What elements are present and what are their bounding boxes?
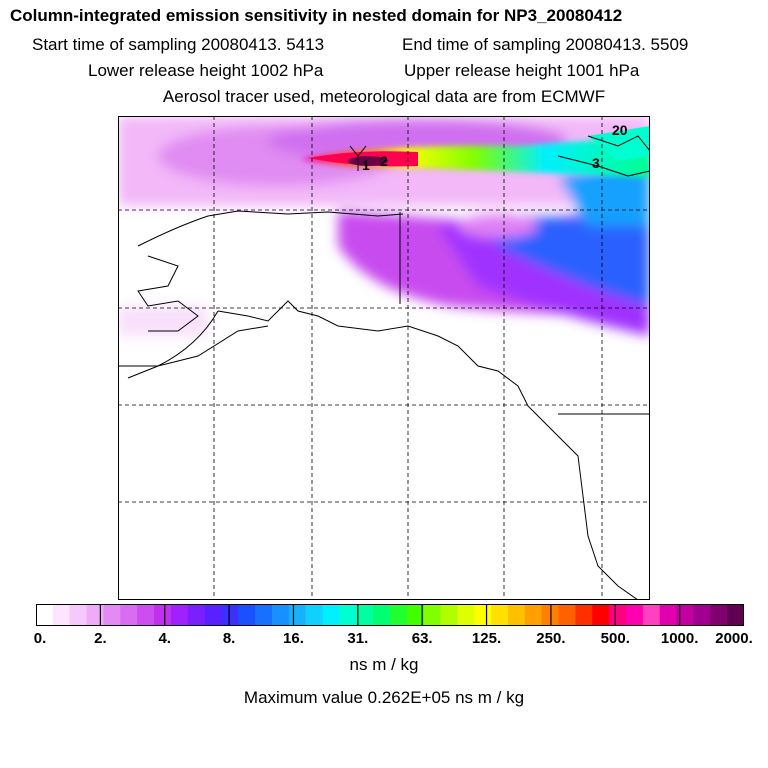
map-frame xyxy=(118,116,650,600)
units-label: ns m / kg xyxy=(349,655,419,674)
colorbar-swatch xyxy=(238,604,256,626)
colorbar-swatch xyxy=(457,604,475,626)
colorbar-swatch xyxy=(322,604,340,626)
colorbar-tick-label: 63. xyxy=(411,630,433,647)
map-label-2: 2 xyxy=(380,153,388,169)
colorbar-tick-label: 125. xyxy=(471,630,502,647)
colorbar-tick-label: 4. xyxy=(158,630,171,647)
colorbar-swatch xyxy=(642,604,661,626)
end-time-label: End time of sampling 20080413. 5509 xyxy=(402,35,689,54)
colorbar-swatch xyxy=(558,604,576,626)
start-time-label: Start time of sampling 20080413. 5413 xyxy=(32,35,325,54)
colorbar-swatch xyxy=(255,604,273,626)
colorbar-swatch xyxy=(221,604,239,626)
colorbar-frame xyxy=(36,604,744,626)
lat-lon-grid xyxy=(118,116,650,600)
colorbar-swatch xyxy=(137,604,155,626)
colorbar-swatch xyxy=(727,604,744,626)
colorbar-tick-label: 1000. xyxy=(660,630,699,647)
colorbar-swatch xyxy=(272,604,290,626)
colorbar-swatch xyxy=(423,604,442,626)
tracer-note: Aerosol tracer used, meteorological data… xyxy=(162,87,606,106)
colorbar-swatch xyxy=(659,604,678,626)
colorbar-swatch xyxy=(52,604,71,626)
colorbar-swatch xyxy=(356,604,374,626)
colorbar-swatch xyxy=(474,604,492,626)
colorbar-tick-label: 500. xyxy=(600,630,630,647)
sensitivity-map: 1 2 3 20 xyxy=(118,116,650,600)
colorbar-swatch xyxy=(36,604,54,626)
lower-release-label: Lower release height 1002 hPa xyxy=(88,61,324,80)
emission-plume xyxy=(300,126,650,178)
colorbar-tick-label: 0. xyxy=(33,630,47,647)
plot-title: Column-integrated emission sensitivity i… xyxy=(10,6,623,25)
colorbar-swatch xyxy=(626,604,644,626)
colorbar-swatch xyxy=(154,604,172,626)
colorbar-swatch xyxy=(609,604,627,626)
colorbar-swatch xyxy=(339,604,357,626)
colorbar-swatch xyxy=(693,604,711,626)
colorbar-swatch xyxy=(170,604,189,626)
colorbar-swatch xyxy=(373,604,391,626)
colorbar-swatch xyxy=(390,604,408,626)
color-scale-bar xyxy=(36,604,744,626)
colorbar-swatch xyxy=(491,604,509,626)
colorbar-swatch xyxy=(86,604,104,626)
colorbar-swatch xyxy=(187,604,206,626)
colorbar-tick-label: 250. xyxy=(536,630,566,647)
colorbar-swatch xyxy=(592,604,610,626)
map-label-20: 20 xyxy=(612,122,628,138)
colorbar-tick-label: 16. xyxy=(283,630,304,647)
map-label-1: 1 xyxy=(362,157,370,173)
colorbar-tick-label: 31. xyxy=(347,630,369,647)
colorbar-swatch xyxy=(440,604,458,626)
colorbar-swatch xyxy=(288,604,307,626)
colorbar-swatch xyxy=(69,604,88,626)
colorbar-swatch xyxy=(406,604,425,626)
colorbar-swatch xyxy=(524,604,543,626)
colorbar-swatch xyxy=(575,604,593,626)
colorbar-tick-label: 2. xyxy=(94,630,107,647)
colorbar-tick-label: 8. xyxy=(222,630,236,647)
colorbar-swatch xyxy=(204,604,222,626)
colorbar-tick-label: 2000. xyxy=(715,630,753,647)
colorbar-swatch xyxy=(710,604,728,626)
upper-release-label: Upper release height 1001 hPa xyxy=(404,61,640,80)
maximum-value-label: Maximum value 0.262E+05 ns m / kg xyxy=(243,688,525,707)
colorbar-swatch xyxy=(508,604,526,626)
colorbar-swatch xyxy=(305,604,324,626)
release-site-marker xyxy=(349,145,367,171)
colorbar-swatch xyxy=(120,604,138,626)
map-label-3: 3 xyxy=(592,155,600,171)
colorbar-swatch xyxy=(103,604,121,626)
colorbar-swatch xyxy=(676,604,694,626)
